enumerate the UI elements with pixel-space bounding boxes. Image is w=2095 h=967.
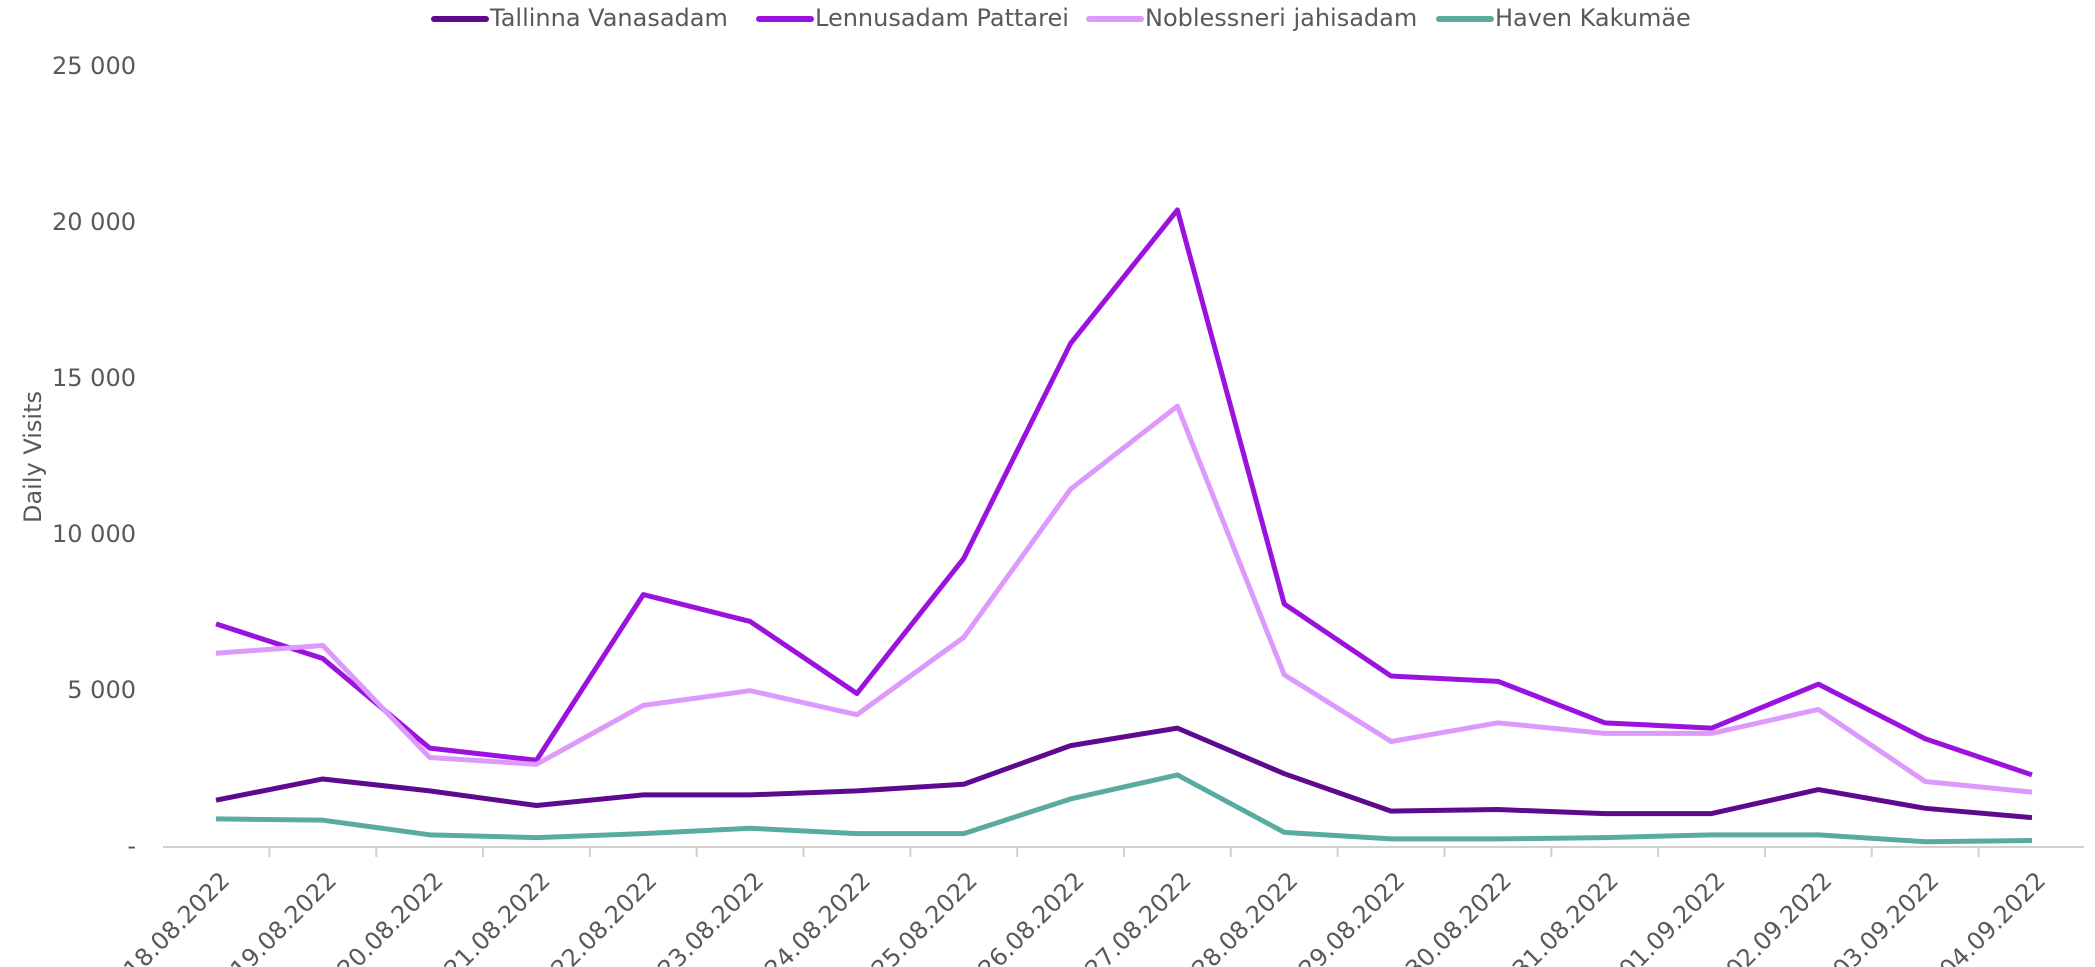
x-tick-label: 23.08.2022 (652, 866, 769, 967)
y-tick-label: 20 000 (52, 208, 136, 236)
legend-label: Noblessneri jahisadam (1145, 4, 1417, 32)
x-tick-label: 04.09.2022 (1934, 866, 2051, 967)
x-tick-label: 18.08.2022 (118, 866, 235, 967)
y-tick-label: 15 000 (52, 364, 136, 392)
x-tick-label: 31.08.2022 (1507, 866, 1624, 967)
x-tick-label: 25.08.2022 (866, 866, 983, 967)
y-tick-label: 25 000 (52, 52, 136, 80)
x-tick-label: 30.08.2022 (1400, 866, 1517, 967)
y-tick-label: 10 000 (52, 520, 136, 548)
legend-label: Lennusadam Pattarei (815, 4, 1069, 32)
x-tick-label: 24.08.2022 (759, 866, 876, 967)
x-tick-label: 20.08.2022 (332, 866, 449, 967)
series-line (215, 725, 2033, 821)
series-line (215, 403, 2033, 795)
x-tick-label: 26.08.2022 (973, 866, 1090, 967)
legend-label: Haven Kakumäe (1495, 4, 1691, 32)
legend-label: Tallinna Vanasadam (489, 4, 728, 32)
y-tick-label: - (127, 832, 136, 860)
x-tick-label: 28.08.2022 (1186, 866, 1303, 967)
x-tick-label: 19.08.2022 (225, 866, 342, 967)
y-axis-title: Daily Visits (19, 391, 47, 523)
y-tick-label: 5 000 (67, 676, 136, 704)
x-tick-label: 01.09.2022 (1614, 866, 1731, 967)
x-tick-label: 27.08.2022 (1080, 866, 1197, 967)
x-tick-label: 29.08.2022 (1293, 866, 1410, 967)
x-tick-label: 21.08.2022 (439, 866, 556, 967)
x-tick-label: 22.08.2022 (546, 866, 663, 967)
series-line (215, 772, 2033, 845)
x-tick-label: 03.09.2022 (1827, 866, 1944, 967)
series-line (215, 207, 2033, 778)
x-tick-label: 02.09.2022 (1721, 866, 1838, 967)
